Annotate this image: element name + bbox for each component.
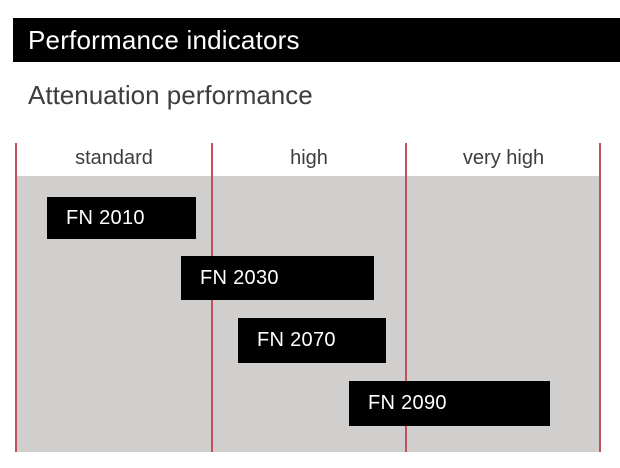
- column-label-very-high: very high: [462, 147, 545, 169]
- bar-label: FN 2070: [257, 329, 336, 351]
- bar-fn-2070: FN 2070: [238, 318, 386, 363]
- bar-label: FN 2030: [200, 266, 279, 289]
- column-label-standard: standard: [75, 147, 153, 169]
- page-title: Performance indicators: [28, 24, 300, 55]
- page-header-bar: Performance indicators: [13, 18, 620, 62]
- bar-fn-2030: FN 2030: [181, 256, 374, 300]
- column-label-high: high: [290, 147, 328, 169]
- grid-line-left: [15, 143, 17, 452]
- section-title: Attenuation performance: [28, 80, 313, 110]
- bar-label: FN 2090: [368, 392, 447, 414]
- bar-fn-2010: FN 2010: [47, 197, 196, 239]
- bar-label: FN 2010: [66, 206, 145, 229]
- attenuation-chart: standard high very high FN 2010 FN 2030 …: [0, 143, 620, 452]
- bar-fn-2090: FN 2090: [349, 381, 550, 426]
- grid-line-right: [599, 143, 601, 452]
- grid-line-high-veryhigh: [405, 143, 407, 452]
